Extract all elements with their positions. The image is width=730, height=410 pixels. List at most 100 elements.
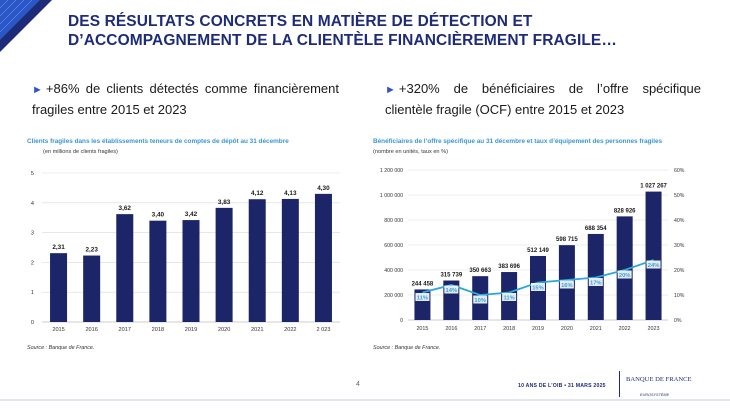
chart2-rate-label-bg: [415, 293, 430, 301]
chart1-title: Clients fragiles dans les établissements…: [27, 138, 289, 145]
chart1-bar: [248, 199, 266, 322]
chart1-value-label: 3,83: [218, 199, 231, 206]
bullet-text: +86% de clients détectés comme financièr…: [32, 81, 339, 117]
banque-de-france-logo: BANQUE DE FRANCE: [626, 376, 692, 383]
chart2-xtick-label: 2015: [416, 326, 428, 332]
chart1-xtick-label: 2015: [52, 327, 64, 333]
chart2-ytick-left-label: 1 200 000: [380, 168, 403, 174]
chart1-xtick-label: 2 023: [316, 327, 330, 333]
chart2-rate-label-bg: [531, 283, 545, 291]
chart2-rate-label: 24%: [648, 263, 660, 269]
chart1-xtick-label: 2022: [284, 327, 296, 333]
chart1-value-label: 4,12: [251, 190, 264, 197]
chart2-rate-label: 17%: [590, 281, 602, 287]
chart1-bar: [116, 214, 134, 322]
chart2-xtick-label: 2019: [532, 326, 544, 332]
chart2-bar-value-label: 598 715: [556, 237, 578, 243]
chart2-ytick-right-label: 30%: [674, 243, 685, 249]
chart2-bar-value-label: 688 354: [585, 226, 607, 232]
chart1-value-label: 3,42: [185, 211, 198, 218]
chart2-rate-label-bg: [588, 278, 603, 286]
chart1-bar: [149, 220, 167, 322]
chart1-ytick-label: 4: [31, 201, 34, 207]
chart2-ytick-left-label: 200 000: [384, 293, 403, 299]
chart2-source: Source : Banque de France.: [373, 345, 441, 351]
chart2-xtick-label: 2017: [474, 326, 486, 332]
chart2-bar-value-label: 315 739: [440, 273, 462, 279]
chart1-ytick-label: 2: [31, 260, 34, 266]
corner-logo-graphic: [0, 0, 52, 52]
chart1-subtitle: (en millions de clients fragiles): [43, 149, 118, 155]
chart2-ytick-right-label: 40%: [674, 218, 685, 224]
chart2-bar-value-label: 1 027 267: [640, 184, 667, 190]
chart2-bar-value-label: 244 458: [412, 281, 434, 287]
chart2-rate-label-bg: [617, 270, 632, 279]
chart1-ytick-label: 1: [31, 290, 34, 296]
chart2-rate-label: 11%: [417, 296, 428, 302]
chart2-ytick-left-label: 400 000: [384, 268, 403, 274]
chart2-xtick-label: 2021: [590, 326, 602, 332]
chart1-xtick-label: 2017: [119, 327, 131, 333]
chart2-ytick-right-label: 50%: [674, 193, 685, 199]
chart2-rate-label-bg: [473, 295, 488, 304]
chart2-bar-value-label: 828 926: [614, 208, 636, 214]
chart2-ytick-left-label: 1 000 000: [380, 193, 403, 199]
chart1-value-label: 3,40: [152, 212, 165, 219]
page-title-line-2: D’ACCOMPAGNEMENT DE LA CLIENTÈLE FINANCI…: [68, 32, 617, 49]
chart1-value-label: 2,31: [52, 244, 65, 251]
page-number: 4: [356, 381, 360, 388]
chart2-xtick-label: 2020: [561, 326, 573, 332]
chart2-xtick-label: 2022: [619, 326, 631, 332]
chart1-xtick-label: 2021: [251, 327, 263, 333]
chart1-bar: [182, 220, 200, 322]
chart2-subtitle: (nombre en unités, taux en %): [373, 149, 448, 155]
bullet-text: +320% de bénéficiaires de l’offre spécif…: [385, 81, 701, 117]
chart1-bar: [83, 255, 101, 322]
bullet-ocf-beneficiaries: ► +320% de bénéficiaires de l’offre spéci…: [385, 79, 701, 119]
chart2-rate-label-bg: [444, 285, 459, 294]
chart1-xtick-label: 2016: [85, 327, 97, 333]
chart2-rate-label-bg: [646, 260, 661, 269]
footer-divider: [0, 399, 730, 401]
chart1-xtick-label: 2020: [218, 327, 230, 333]
chart2-rate-label: 11%: [503, 296, 514, 302]
chart2-ytick-left-label: 600 000: [384, 243, 403, 249]
chart2-rate-label: 20%: [619, 273, 631, 279]
chart2-rate-label-bg: [502, 293, 517, 301]
chart1-source: Source : Banque de France.: [27, 345, 95, 351]
chart2-xtick-label: 2016: [445, 326, 457, 332]
chart2-ytick-left-label: 800 000: [384, 218, 403, 224]
chart1-value-label: 4,13: [284, 190, 297, 197]
chart2-bar-value-label: 383 696: [498, 264, 520, 270]
chart2-rate-line: [422, 259, 654, 296]
chart2-ytick-right-label: 10%: [674, 293, 685, 299]
chart2-bar-value-label: 350 663: [469, 268, 491, 274]
chart1-bar: [314, 193, 332, 322]
eurosysteme-label: EUROSYSTÈME: [640, 393, 670, 397]
chart2-rate-label-bg: [559, 280, 574, 289]
page-title-line-1: DES RÉSULTATS CONCRETS EN MATIÈRE DE DÉT…: [68, 13, 533, 30]
bullet-triangle-icon: ►: [385, 84, 396, 96]
chart2-bar: [645, 191, 662, 320]
footer-event-label: 10 ANS DE L’OIB • 31 MARS 2025: [518, 383, 606, 389]
chart1-ytick-label: 3: [31, 231, 34, 237]
chart2-ytick-right-label: 60%: [674, 168, 685, 174]
chart2-bar: [616, 216, 633, 320]
chart1-xtick-label: 2019: [185, 327, 197, 333]
chart2-title: Bénéficiaires de l’offre spécifique au 3…: [373, 138, 663, 145]
chart2-bar-value-label: 512 149: [527, 248, 549, 254]
bullet-clients-detected: ► +86% de clients détectés comme financiè…: [32, 79, 339, 119]
page-title: DES RÉSULTATS CONCRETS EN MATIÈRE DE DÉT…: [68, 12, 708, 50]
chart2-ytick-right-label: 20%: [674, 268, 685, 274]
chart1-xtick-label: 2018: [152, 327, 164, 333]
chart2-rate-label: 15%: [532, 286, 544, 292]
chart1-value-label: 2,23: [85, 247, 98, 254]
chart1-ytick-label: 0: [31, 320, 34, 326]
chart2-xtick-label: 2023: [648, 326, 660, 332]
chart1-value-label: 3,62: [119, 205, 132, 212]
chart1-bar: [215, 207, 233, 322]
chart1-bar: [281, 198, 299, 322]
chart2-xtick-label: 2018: [503, 326, 515, 332]
